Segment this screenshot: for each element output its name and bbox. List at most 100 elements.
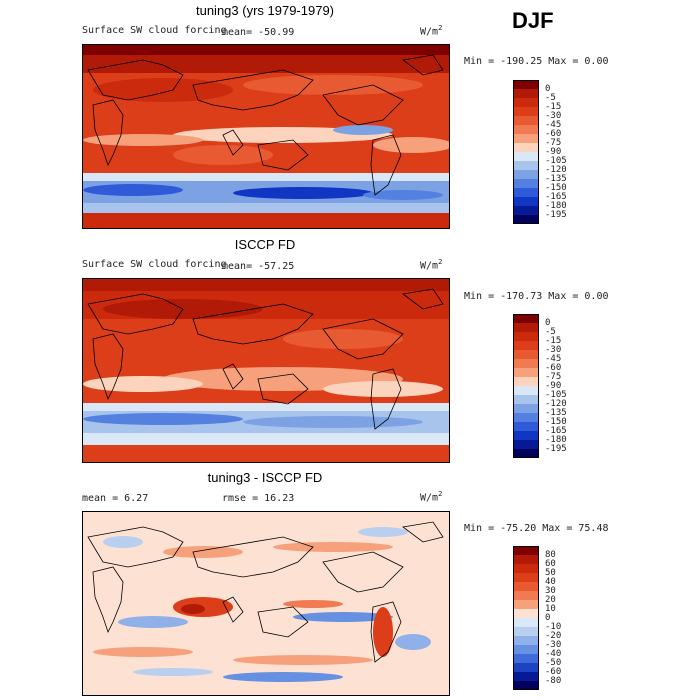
panel3-title: tuning3 - ISCCP FD bbox=[207, 470, 323, 485]
panel1-map-svg bbox=[83, 45, 449, 228]
panel3-rmse: rmse = 16.23 bbox=[222, 493, 295, 504]
panel3-colorbar-cell bbox=[513, 591, 539, 600]
panel1-title: tuning3 (yrs 1979-1979) bbox=[195, 3, 335, 18]
panel3-colorbar-cell bbox=[513, 618, 539, 627]
panel3-colorbar-label: -50 bbox=[545, 658, 562, 668]
panel2-colorbar-cell bbox=[513, 440, 539, 449]
panel2-colorbar-label: -105 bbox=[545, 390, 567, 400]
panel3-map bbox=[82, 511, 450, 696]
panel3-colorbar-label: -20 bbox=[545, 631, 562, 641]
panel2-colorbar-label: -90 bbox=[545, 381, 562, 391]
panel3-colorbar-label: -30 bbox=[545, 640, 562, 650]
panel2-colorbar-cell bbox=[513, 404, 539, 413]
panel2-colorbar-cell bbox=[513, 368, 539, 377]
panel2-colorbar-cell bbox=[513, 359, 539, 368]
panel3-map-svg bbox=[83, 512, 449, 695]
panel1-colorbar-cell bbox=[513, 179, 539, 188]
panel2-colorbar-cell bbox=[513, 377, 539, 386]
panel3-colorbar-cell bbox=[513, 546, 539, 555]
panel3-colorbar-cell bbox=[513, 636, 539, 645]
panel2-colorbar-cell bbox=[513, 314, 539, 323]
panel3-colorbar-label: 50 bbox=[545, 568, 556, 578]
panel1-colorbar-label: -5 bbox=[545, 93, 556, 103]
panel2-colorbar-label: -150 bbox=[545, 417, 567, 427]
panel3-colorbar-cell bbox=[513, 627, 539, 636]
panel3-colorbar-cell bbox=[513, 672, 539, 681]
panel2-colorbar-label: -60 bbox=[545, 363, 562, 373]
panel1-colorbar-label: 0 bbox=[545, 84, 551, 94]
panel2-colorbar-label: -5 bbox=[545, 327, 556, 337]
panel1-colorbar-cell bbox=[513, 170, 539, 179]
panel1-colorbar-label: -165 bbox=[545, 192, 567, 202]
panel3-units: W/m2 bbox=[420, 490, 443, 504]
panel1-colorbar-label: -60 bbox=[545, 129, 562, 139]
panel2-map-svg bbox=[83, 279, 449, 462]
panel1-variable: Surface SW cloud forcing bbox=[82, 25, 227, 36]
panel1-colorbar-cell bbox=[513, 80, 539, 89]
panel1-colorbar-cell bbox=[513, 143, 539, 152]
panel2-colorbar-cell bbox=[513, 395, 539, 404]
panel2-colorbar-label: 0 bbox=[545, 318, 551, 328]
panel1-colorbar-cell bbox=[513, 161, 539, 170]
panel1-colorbar-label: -135 bbox=[545, 174, 567, 184]
panel3-colorbar-label: -10 bbox=[545, 622, 562, 632]
panel2-colorbar-label: -180 bbox=[545, 435, 567, 445]
panel3-colorbar-label: 0 bbox=[545, 613, 551, 623]
panel1-units: W/m2 bbox=[420, 24, 443, 38]
panel1-minmax: Min = -190.25 Max = 0.00 bbox=[464, 56, 609, 67]
panel2-colorbar-label: -45 bbox=[545, 354, 562, 364]
panel2-colorbar-cell bbox=[513, 431, 539, 440]
panel1-colorbar-label: -120 bbox=[545, 165, 567, 175]
panel3-colorbar-cell bbox=[513, 573, 539, 582]
panel2-colorbar-cell bbox=[513, 422, 539, 431]
panel3-colorbar-cell bbox=[513, 681, 539, 690]
panel2-mean: mean= -57.25 bbox=[222, 261, 295, 272]
panel2-colorbar-label: -30 bbox=[545, 345, 562, 355]
panel1-colorbar-cell bbox=[513, 215, 539, 224]
panel3-colorbar-label: 40 bbox=[545, 577, 556, 587]
panel1-colorbar-cell bbox=[513, 125, 539, 134]
panel3-colorbar-cell bbox=[513, 600, 539, 609]
panel1-mean: mean= -50.99 bbox=[222, 27, 295, 38]
panel1-colorbar-cell bbox=[513, 89, 539, 98]
panel2-colorbar-label: -135 bbox=[545, 408, 567, 418]
panel3-colorbar-label: 80 bbox=[545, 550, 556, 560]
panel2-colorbar-label: -195 bbox=[545, 444, 567, 454]
panel2-minmax: Min = -170.73 Max = 0.00 bbox=[464, 291, 609, 302]
panel1-colorbar-label: -45 bbox=[545, 120, 562, 130]
panel2-colorbar-label: -15 bbox=[545, 336, 562, 346]
panel3-minmax: Min = -75.20 Max = 75.48 bbox=[464, 523, 609, 534]
panel1-colorbar-cell bbox=[513, 206, 539, 215]
panel1-map bbox=[82, 44, 450, 229]
panel1-colorbar-label: -180 bbox=[545, 201, 567, 211]
panel3-colorbar-cell bbox=[513, 609, 539, 618]
panel2-title: ISCCP FD bbox=[234, 237, 296, 252]
panel3-colorbar-label: 60 bbox=[545, 559, 556, 569]
panel2-colorbar-cell bbox=[513, 332, 539, 341]
panel2-colorbar-cell bbox=[513, 386, 539, 395]
panel1-colorbar-cell bbox=[513, 98, 539, 107]
panel1-colorbar-label: -195 bbox=[545, 210, 567, 220]
panel3-colorbar-cell bbox=[513, 555, 539, 564]
panel3-colorbar-cell bbox=[513, 582, 539, 591]
panel3-colorbar-cell bbox=[513, 663, 539, 672]
panel1-colorbar-label: -15 bbox=[545, 102, 562, 112]
panel1-colorbar-label: -105 bbox=[545, 156, 567, 166]
panel2-variable: Surface SW cloud forcing bbox=[82, 259, 227, 270]
panel2-map bbox=[82, 278, 450, 463]
panel2-units: W/m2 bbox=[420, 258, 443, 272]
panel2-colorbar-cell bbox=[513, 350, 539, 359]
panel3-colorbar-cell bbox=[513, 564, 539, 573]
panel3-colorbar-label: -60 bbox=[545, 667, 562, 677]
panel2-colorbar-label: -165 bbox=[545, 426, 567, 436]
panel3-mean: mean = 6.27 bbox=[82, 493, 149, 504]
panel1-colorbar-label: -30 bbox=[545, 111, 562, 121]
panel2-colorbar-cell bbox=[513, 341, 539, 350]
panel1-colorbar-cell bbox=[513, 107, 539, 116]
season-label: DJF bbox=[512, 8, 554, 33]
panel3-colorbar-label: -40 bbox=[545, 649, 562, 659]
panel2-colorbar-cell bbox=[513, 449, 539, 458]
panel2-colorbar-cell bbox=[513, 323, 539, 332]
panel3-colorbar-label: 20 bbox=[545, 595, 556, 605]
panel1-colorbar-label: -75 bbox=[545, 138, 562, 148]
